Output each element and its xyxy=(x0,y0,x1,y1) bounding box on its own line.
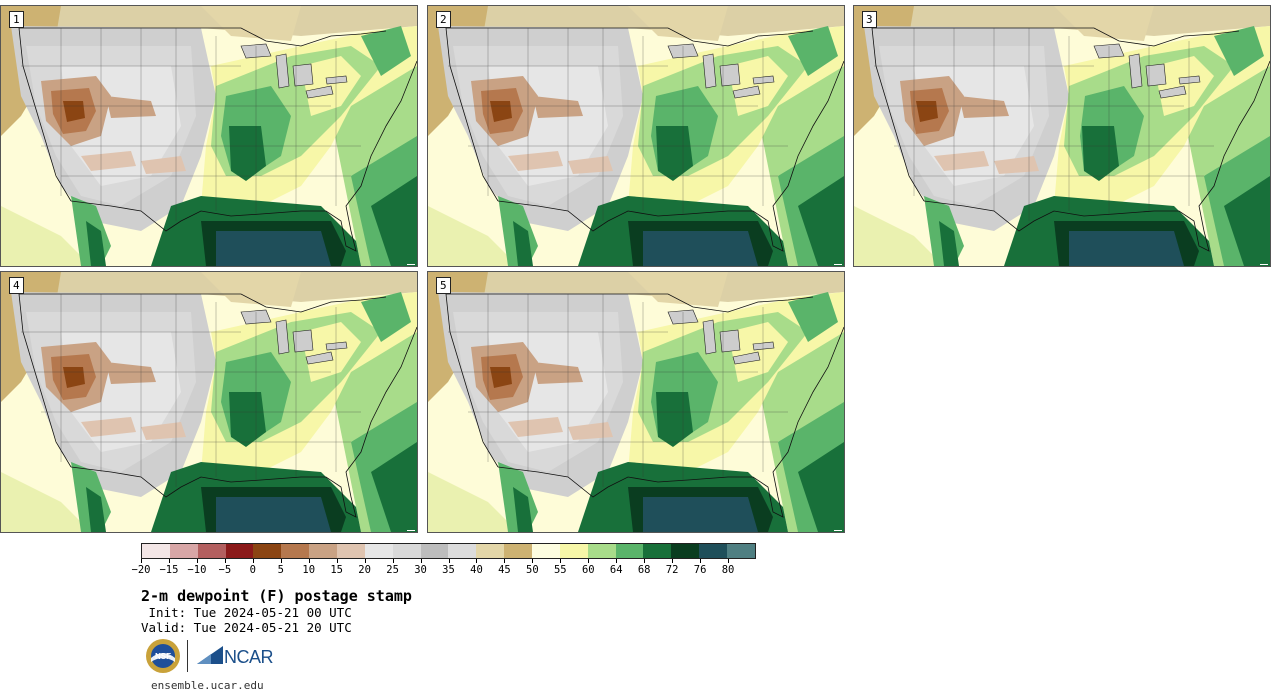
colorbar-tick xyxy=(364,559,366,563)
colorbar-segment xyxy=(727,544,755,558)
panel-corner-mark xyxy=(834,530,842,531)
colorbar-tick-label: 0 xyxy=(249,564,256,576)
colorbar-segment xyxy=(225,544,254,558)
colorbar-tick-label: 10 xyxy=(302,564,316,576)
colorbar-segment xyxy=(504,544,533,558)
colorbar-tick-label: 30 xyxy=(414,564,427,576)
colorbar-tick xyxy=(252,559,254,563)
colorbar-tick-label: −20 xyxy=(131,564,151,576)
colorbar-tick xyxy=(448,559,450,563)
colorbar-ticks: −20 −15 −10 −5 0 5 10 15 20 25 30 35 40 45 50 55 60 64 68 7… xyxy=(132,559,756,581)
colorbar-tick xyxy=(560,559,562,563)
colorbar-tick-label: 80 xyxy=(721,564,735,576)
panel-number: 3 xyxy=(862,11,877,28)
init-time: Init: Tue 2024-05-21 00 UTC xyxy=(141,605,352,620)
map-panel: 4 xyxy=(0,271,418,533)
ncar-mark-icon xyxy=(197,646,223,664)
colorbar-segment xyxy=(253,544,282,558)
colorbar-tick xyxy=(672,559,674,563)
colorbar-tick xyxy=(504,559,506,563)
colorbar-segment xyxy=(337,544,365,558)
dewpoint-map xyxy=(428,272,844,532)
map-panel: 5 xyxy=(427,271,845,533)
valid-time: Valid: Tue 2024-05-21 20 UTC xyxy=(141,620,352,635)
map-panel: 3 xyxy=(853,5,1271,267)
panel-number: 1 xyxy=(9,11,24,28)
colorbar-tick-label: 15 xyxy=(330,564,343,576)
panel-corner-mark xyxy=(407,530,415,531)
figure-title: 2-m dewpoint (F) postage stamp xyxy=(141,587,412,605)
colorbar-segment xyxy=(559,544,588,558)
logos: NSF NCAR xyxy=(145,638,275,676)
colorbar-tick-label: 72 xyxy=(665,564,679,576)
logo-divider xyxy=(187,640,188,672)
colorbar-segment xyxy=(643,544,672,558)
colorbar-tick xyxy=(336,559,338,563)
map-panel: 2 xyxy=(427,5,845,267)
colorbar-segment xyxy=(615,544,644,558)
colorbar-tick xyxy=(168,559,170,563)
colorbar-tick-label: 68 xyxy=(637,564,651,576)
colorbar-tick xyxy=(308,559,310,563)
colorbar-tick-label: 5 xyxy=(277,564,284,576)
colorbar-segment xyxy=(197,544,226,558)
colorbar-segment xyxy=(364,544,393,558)
dewpoint-map xyxy=(1,6,417,266)
colorbar-tick-label: 20 xyxy=(358,564,371,576)
colorbar-segment xyxy=(699,544,728,558)
colorbar-tick-label: 76 xyxy=(693,564,707,576)
colorbar-tick-label: 35 xyxy=(442,564,455,576)
colorbar-tick xyxy=(196,559,198,563)
colorbar-segment xyxy=(420,544,449,558)
colorbar-tick xyxy=(280,559,282,563)
ncar-logo-text: NCAR xyxy=(224,647,274,667)
panel-number: 4 xyxy=(9,277,24,294)
dewpoint-map xyxy=(1,272,417,532)
colorbar-tick-label: 60 xyxy=(581,564,595,576)
colorbar-tick xyxy=(420,559,422,563)
colorbar-tick xyxy=(224,559,226,563)
panel-number: 2 xyxy=(436,11,451,28)
colorbar-segment xyxy=(587,544,616,558)
colorbar-tick-label: −10 xyxy=(187,564,207,576)
colorbar-segment xyxy=(281,544,310,558)
dewpoint-map xyxy=(854,6,1270,266)
dewpoint-map xyxy=(428,6,844,266)
panel-corner-mark xyxy=(834,264,842,265)
colorbar-tick-label: 40 xyxy=(470,564,483,576)
colorbar-segment xyxy=(476,544,505,558)
colorbar-tick-label: 50 xyxy=(526,564,539,576)
panel-number: 5 xyxy=(436,277,451,294)
colorbar-tick xyxy=(141,559,142,563)
colorbar-segment xyxy=(169,544,198,558)
colorbar-tick xyxy=(476,559,478,563)
colorbar-segment xyxy=(142,544,170,558)
colorbar-tick xyxy=(728,559,730,563)
source-url: ensemble.ucar.edu xyxy=(151,679,264,692)
colorbar-tick-label: 45 xyxy=(498,564,511,576)
panel-corner-mark xyxy=(1260,264,1268,265)
colorbar-tick-label: −15 xyxy=(159,564,179,576)
colorbar-segment xyxy=(532,544,560,558)
colorbar-tick xyxy=(644,559,646,563)
colorbar-tick-label: 64 xyxy=(609,564,623,576)
colorbar-tick xyxy=(616,559,618,563)
colorbar-segment xyxy=(309,544,338,558)
nsf-logo: NSF xyxy=(146,639,180,673)
map-panel: 1 xyxy=(0,5,418,267)
colorbar-segment xyxy=(392,544,421,558)
nsf-logo-text: NSF xyxy=(155,652,171,661)
colorbar-tick xyxy=(392,559,394,563)
colorbar-tick xyxy=(532,559,534,563)
panel-corner-mark xyxy=(407,264,415,265)
colorbar-tick xyxy=(700,559,702,563)
colorbar-tick xyxy=(588,559,590,563)
colorbar-tick-label: −5 xyxy=(218,564,232,576)
colorbar-tick-label: 25 xyxy=(386,564,399,576)
colorbar-tick-label: 55 xyxy=(553,564,567,576)
colorbar xyxy=(141,543,756,559)
colorbar-segment xyxy=(671,544,700,558)
colorbar-segment xyxy=(448,544,477,558)
